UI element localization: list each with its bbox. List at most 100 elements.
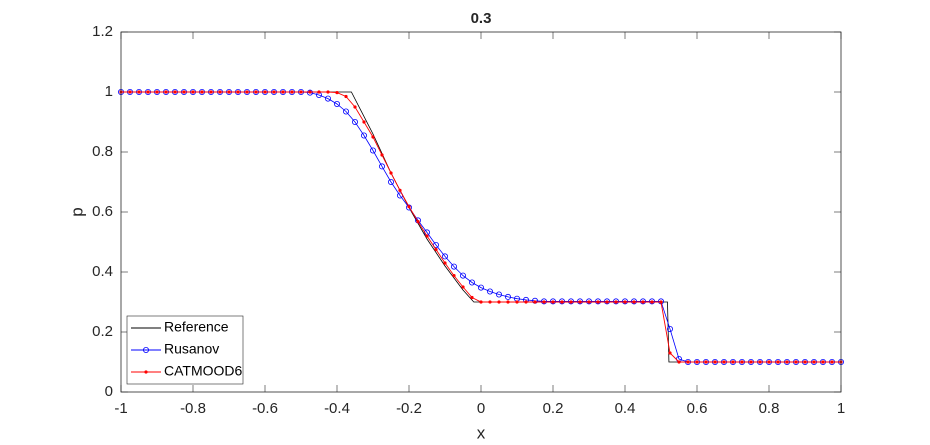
series-marker	[785, 360, 789, 364]
series-marker	[515, 300, 519, 304]
series-marker	[290, 90, 294, 94]
series-marker	[468, 279, 475, 286]
series-marker	[470, 295, 474, 300]
series-marker	[263, 90, 267, 94]
series-marker	[677, 360, 681, 364]
series-marker	[378, 163, 385, 170]
series-marker	[245, 90, 249, 94]
series-marker	[324, 95, 331, 102]
series-marker	[504, 293, 511, 300]
series-marker	[425, 234, 429, 238]
legend-label: Rusanov	[164, 341, 219, 357]
series-marker	[713, 360, 717, 364]
series-marker	[342, 108, 349, 115]
series-line	[121, 91, 841, 363]
series-marker	[191, 90, 195, 94]
series-marker	[604, 298, 611, 305]
series-marker	[622, 298, 629, 305]
series-marker	[560, 300, 564, 304]
x-tick-label: -0.4	[324, 400, 350, 417]
series-marker	[587, 300, 591, 304]
series-marker	[668, 351, 672, 355]
series-marker	[479, 300, 483, 304]
series-marker	[326, 90, 330, 94]
legend-label: CATMOOD6	[164, 363, 243, 379]
series-marker	[380, 153, 384, 157]
series-marker	[524, 300, 528, 304]
series-marker	[164, 90, 168, 94]
series-marker	[740, 360, 744, 364]
x-tick-label: -0.2	[396, 400, 422, 417]
y-tick-label: 0	[105, 383, 113, 400]
series-marker	[443, 261, 447, 265]
x-tick-label: 1	[837, 400, 845, 417]
series-marker	[450, 263, 457, 270]
series-marker	[568, 298, 575, 305]
legend-label: Reference	[164, 319, 229, 335]
series-marker	[495, 291, 502, 298]
series-marker	[272, 90, 276, 94]
series-marker	[758, 360, 762, 364]
y-tick-label: 0.6	[92, 203, 113, 220]
series-marker	[595, 298, 602, 305]
series-marker	[596, 300, 600, 304]
series-marker	[613, 298, 620, 305]
series-marker	[686, 360, 690, 364]
series-marker	[794, 360, 798, 364]
series-marker	[335, 91, 339, 95]
series-marker	[209, 90, 213, 94]
chart-title: 0.3	[471, 10, 492, 27]
series-marker	[649, 298, 656, 305]
series-marker	[333, 101, 340, 108]
x-tick-label: 0	[477, 400, 485, 417]
series-marker	[434, 247, 438, 252]
x-tick-label: 0.6	[687, 400, 708, 417]
series-marker	[506, 300, 510, 304]
series-marker	[405, 204, 412, 211]
x-tick-label: -0.6	[252, 400, 278, 417]
series-marker	[362, 120, 366, 124]
series-marker	[353, 105, 357, 109]
series-marker	[128, 90, 132, 94]
series-marker	[704, 360, 708, 364]
series-marker	[398, 188, 402, 192]
series-marker	[441, 253, 448, 260]
series-marker	[299, 90, 303, 94]
series-marker	[578, 300, 582, 304]
series-marker	[559, 298, 566, 305]
x-tick-label: -0.8	[180, 400, 206, 417]
series-marker	[488, 300, 492, 304]
series-marker	[389, 171, 393, 175]
series-marker	[459, 272, 466, 279]
series-marker	[137, 90, 141, 94]
series-marker	[308, 90, 312, 94]
series-marker	[830, 360, 834, 364]
legend-marker	[142, 346, 149, 353]
series-marker	[641, 300, 645, 304]
series-marker	[749, 360, 753, 364]
series-marker	[344, 94, 348, 99]
series-marker	[695, 360, 699, 364]
series-marker	[281, 90, 285, 94]
series-marker	[173, 90, 177, 94]
series-marker	[605, 300, 609, 304]
series-marker	[614, 300, 618, 304]
series-marker	[200, 90, 204, 94]
x-axis-label: x	[477, 423, 486, 442]
series-marker	[317, 90, 321, 94]
series-marker	[541, 298, 548, 305]
series-marker	[731, 360, 735, 364]
series-marker	[218, 90, 222, 94]
series-marker	[371, 135, 375, 139]
series-marker	[306, 89, 313, 96]
series-marker	[227, 90, 231, 94]
series-marker	[182, 90, 186, 94]
series-marker	[351, 119, 358, 126]
series-marker	[577, 298, 584, 305]
series-marker	[767, 360, 771, 364]
y-tick-label: 0.8	[92, 143, 113, 160]
series-marker	[812, 360, 816, 364]
series-marker	[722, 360, 726, 364]
series-marker	[407, 205, 411, 209]
